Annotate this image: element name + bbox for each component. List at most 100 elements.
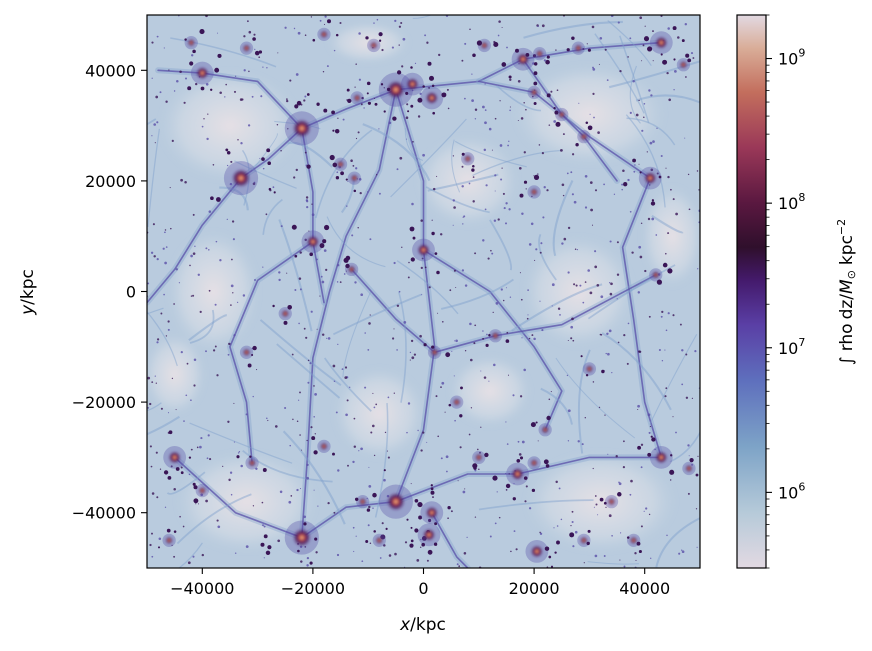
satellite [366, 508, 371, 512]
speckle [633, 170, 636, 173]
speckle [558, 487, 561, 490]
halo [472, 38, 499, 58]
speckle [170, 227, 172, 230]
speckle [412, 89, 414, 92]
satellite [430, 484, 433, 487]
satellite [421, 542, 426, 547]
speckle [504, 222, 508, 225]
satellite [392, 116, 397, 121]
web-strand [587, 264, 676, 320]
speckle [409, 359, 411, 361]
halo-core [232, 169, 251, 188]
satellite [372, 492, 377, 498]
speckle [394, 19, 397, 23]
speckle [453, 340, 456, 342]
speckle [688, 208, 691, 211]
halo [365, 527, 388, 547]
speckle [611, 534, 613, 537]
speckle [542, 216, 545, 219]
speckle [640, 466, 643, 469]
satellite [313, 450, 318, 455]
speckle [373, 406, 376, 409]
speckle [684, 137, 686, 139]
web-strand [176, 493, 252, 545]
speckle [616, 273, 620, 276]
web-strand [651, 214, 684, 234]
speckle [187, 561, 191, 565]
speckle [627, 178, 630, 182]
speckle [386, 450, 388, 452]
speckle [622, 465, 626, 469]
halo [525, 540, 560, 568]
speckle [567, 440, 570, 442]
speckle [179, 515, 181, 518]
web-strand [625, 114, 666, 208]
satellite [345, 178, 348, 181]
speckle [584, 174, 588, 178]
x-tick-label: 20000 [509, 579, 560, 598]
satellite [484, 452, 489, 458]
satellite [188, 456, 192, 459]
speckle [531, 334, 534, 337]
speckle [262, 524, 264, 527]
speckle [508, 473, 510, 475]
satellite [533, 102, 537, 105]
satellite [414, 528, 419, 533]
speckle [584, 281, 587, 283]
speckle [153, 255, 156, 258]
speckle [199, 310, 202, 314]
satellite [327, 19, 331, 24]
speckle [627, 56, 629, 58]
speckle [464, 42, 467, 45]
speckle [464, 488, 466, 490]
speckle [518, 166, 522, 170]
speckle [462, 490, 466, 494]
satellite [210, 196, 214, 201]
speckle [207, 113, 209, 115]
speckle [581, 443, 584, 446]
speckle [339, 21, 342, 25]
speckle [613, 193, 616, 195]
speckle [304, 151, 307, 154]
speckle [303, 515, 307, 519]
speckle [165, 246, 168, 248]
halo [239, 37, 263, 56]
speckle [493, 219, 497, 222]
speckle [648, 431, 651, 434]
speckle [608, 329, 612, 333]
satellite [545, 59, 550, 65]
speckle [278, 271, 281, 274]
halo [575, 121, 593, 147]
speckle [534, 259, 536, 261]
satellite [533, 62, 538, 66]
speckle [393, 328, 395, 330]
speckle [520, 117, 524, 120]
speckle [351, 234, 354, 237]
speckle [272, 186, 275, 189]
speckle [233, 334, 236, 337]
speckle [171, 377, 174, 380]
speckle [646, 151, 648, 153]
speckle [304, 238, 307, 242]
speckle [344, 376, 348, 379]
speckle [154, 142, 156, 144]
speckle [173, 90, 176, 92]
speckle [649, 425, 651, 428]
satellite [294, 104, 299, 109]
speckle [450, 510, 453, 513]
speckle [358, 32, 361, 35]
speckle [517, 120, 519, 121]
satellite [306, 93, 310, 96]
y-axis-ticks: −40000 −20000 0 20000 40000 [72, 61, 147, 523]
satellite [662, 59, 668, 65]
speckle [175, 268, 178, 271]
speckle [186, 362, 189, 365]
speckle [151, 135, 153, 137]
speckle [533, 337, 536, 341]
speckle [484, 208, 487, 211]
speckle [342, 118, 345, 121]
speckle [587, 269, 590, 272]
speckle [197, 503, 200, 505]
speckle [525, 188, 527, 190]
speckle [432, 187, 436, 191]
